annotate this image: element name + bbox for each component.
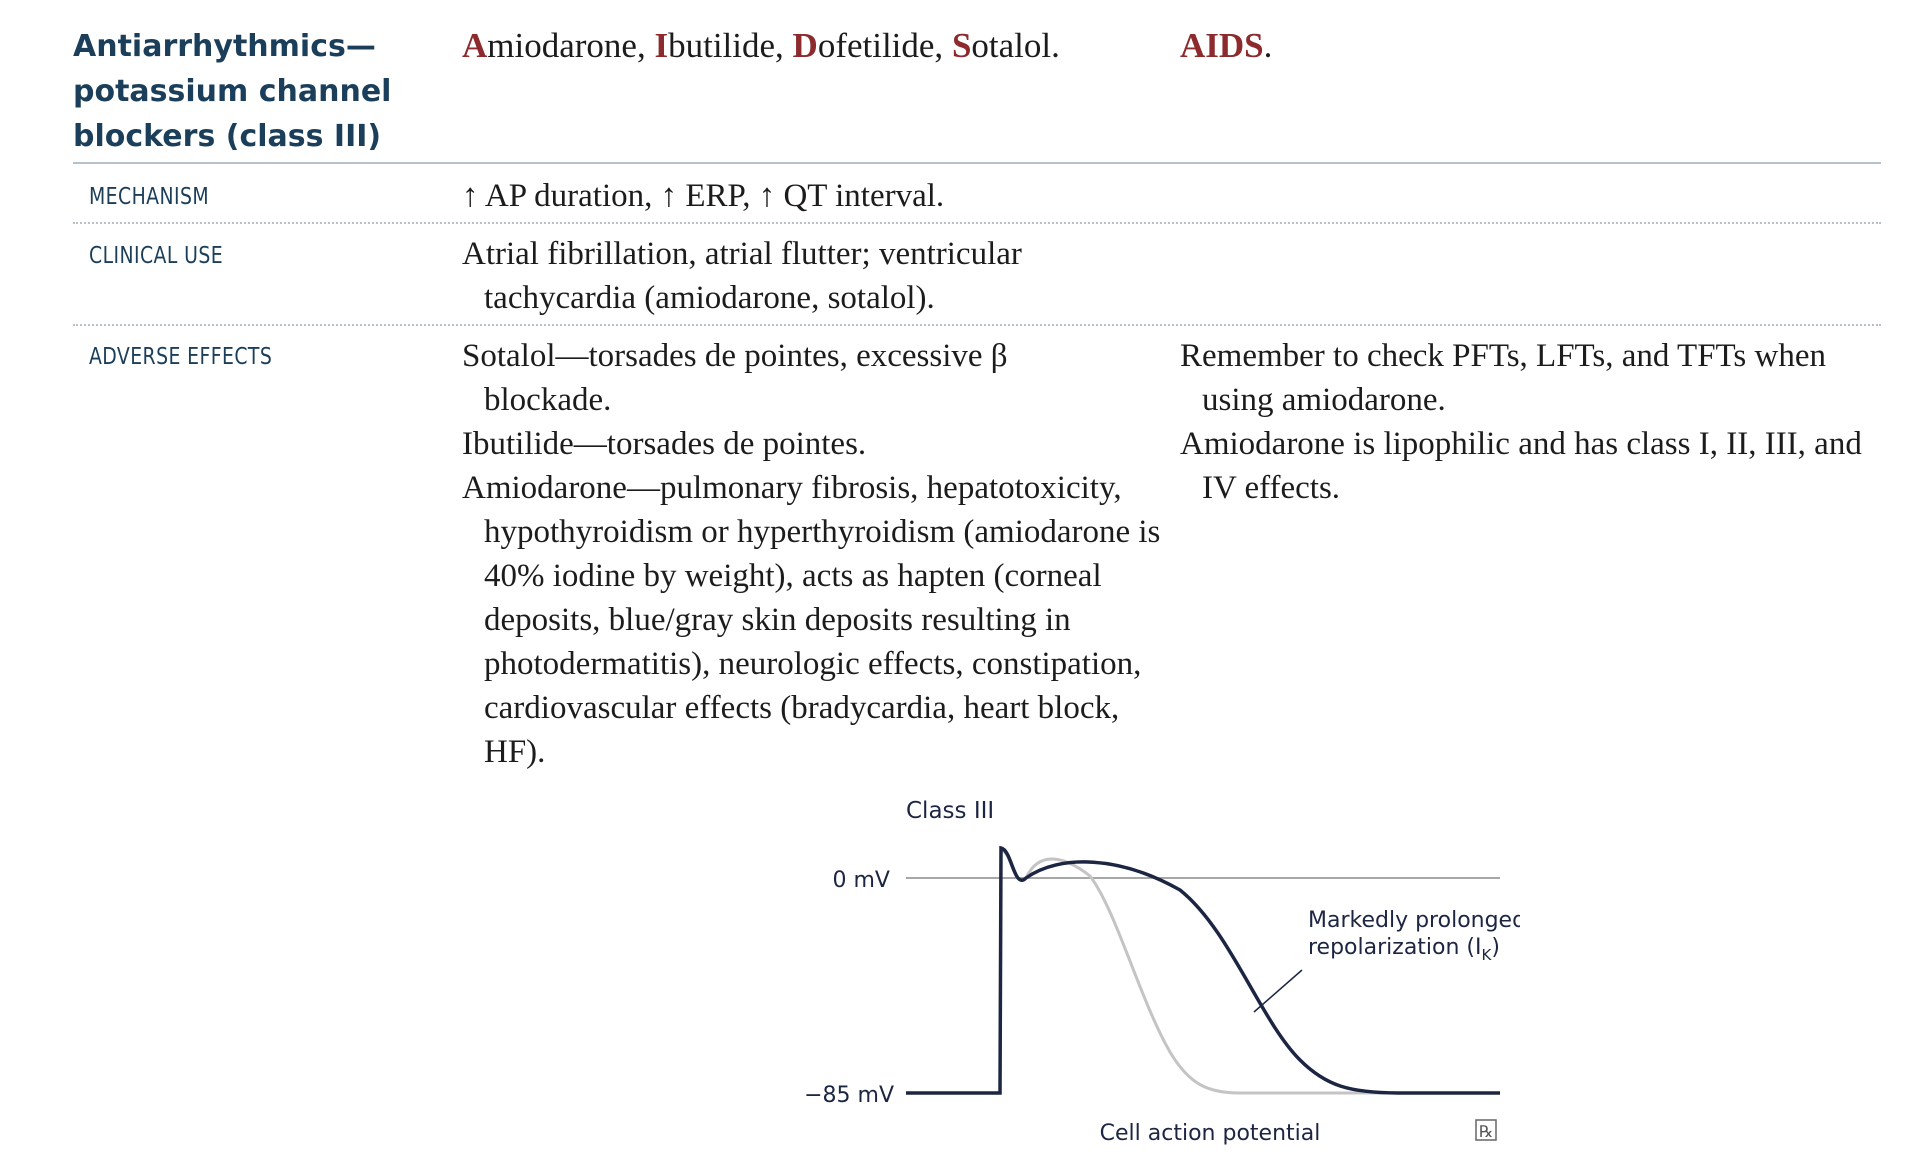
- aids-mnemonic: AIDS.: [1180, 22, 1272, 70]
- title-line-1: Antiarrhythmics—: [73, 29, 376, 64]
- adverse-effects-list: Sotalol—torsades de pointes, excessive β…: [462, 334, 1162, 774]
- action-potential-figure: Class III 0 mV −85 mV Markedly prolonged…: [804, 798, 1520, 1146]
- row-divider: [73, 324, 1881, 326]
- mnemonic-letter-a: A: [462, 26, 488, 65]
- drug-list-mnemonic: Amiodarone, Ibutilide, Dofetilide, Sotal…: [462, 22, 1060, 70]
- note-check-tests: Remember to check PFTs, LFTs, and TFTs w…: [1180, 338, 1826, 418]
- mechanism-text: ↑ AP duration, ↑ ERP, ↑ QT interval.: [462, 178, 945, 214]
- clinical-use-label: CLINICAL USE: [89, 243, 224, 269]
- aids-period: .: [1263, 26, 1273, 65]
- clinical-use-paragraph: Atrial fibrillation, atrial flutter; ven…: [462, 236, 1022, 316]
- section-title: Antiarrhythmics— potassium channel block…: [73, 24, 433, 159]
- annotation-subscript: K: [1482, 946, 1493, 964]
- title-line-2: potassium channel: [73, 74, 392, 109]
- adverse-effect-amiodarone: Amiodarone—pulmonary fibrosis, hepatotox…: [462, 470, 1161, 770]
- minus-85-mv-label: −85 mV: [804, 1083, 894, 1108]
- mnemonic-word-amiodarone: miodarone,: [487, 26, 655, 65]
- mechanism-label: MECHANISM: [89, 184, 210, 210]
- annotation-repolarization: repolarization (I: [1308, 935, 1482, 960]
- header-divider: [73, 162, 1881, 164]
- zero-mv-label: 0 mV: [833, 868, 890, 893]
- row-divider: [73, 222, 1881, 224]
- title-line-3: blockers (class III): [73, 119, 382, 154]
- annotation-line-2: repolarization (IK): [1308, 935, 1500, 964]
- aids-word: AIDS: [1180, 26, 1264, 65]
- mnemonic-word-sotalol: otalol.: [971, 26, 1060, 65]
- prolonged-action-potential-curve: [906, 845, 1500, 1095]
- adverse-effect-sotalol: Sotalol—torsades de pointes, excessive β…: [462, 338, 1008, 418]
- mnemonic-letter-i: I: [654, 26, 669, 65]
- annotation-pointer: [1253, 969, 1303, 1013]
- adverse-effect-ibutilide: Ibutilide—torsades de pointes.: [462, 426, 867, 462]
- annotation-close: ): [1491, 935, 1500, 960]
- mnemonic-letter-d: D: [792, 26, 818, 65]
- figure-title: Class III: [906, 798, 994, 824]
- mnemonic-letter-s: S: [951, 26, 972, 65]
- rx-logo-text: ℞: [1479, 1122, 1493, 1141]
- note-lipophilic: Amiodarone is lipophilic and has class I…: [1180, 426, 1862, 506]
- mnemonic-word-ibutilide: butilide,: [668, 26, 793, 65]
- clinical-use-text: Atrial fibrillation, atrial flutter; ven…: [462, 232, 1082, 320]
- mnemonic-word-dofetilide: ofetilide,: [817, 26, 952, 65]
- figure-caption: Cell action potential: [1100, 1121, 1321, 1146]
- rx-logo-icon: [1475, 1119, 1497, 1141]
- normal-action-potential-curve: [906, 848, 1500, 1095]
- adverse-effects-label: ADVERSE EFFECTS: [89, 344, 273, 370]
- adverse-effects-notes: Remember to check PFTs, LFTs, and TFTs w…: [1180, 334, 1900, 510]
- annotation-line-1: Markedly prolonged: [1308, 908, 1520, 933]
